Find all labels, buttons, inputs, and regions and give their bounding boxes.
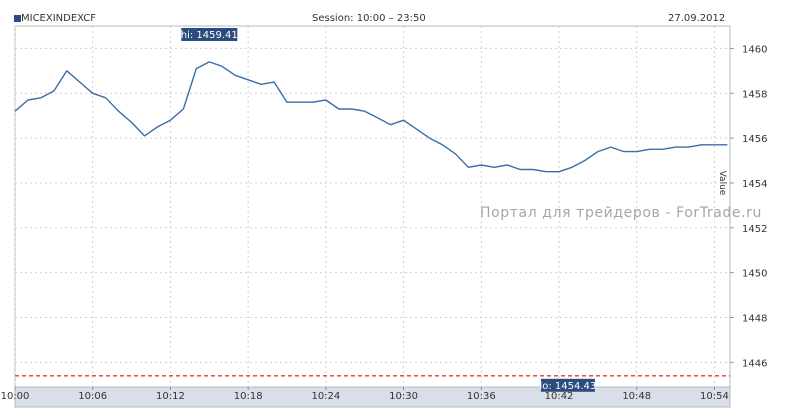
x-tick-label: 10:30: [389, 391, 418, 402]
y-tick-label: 1456: [742, 134, 767, 145]
lo-label: lo: 1454.43: [539, 381, 596, 392]
symbol-name: MICEXINDEXCF: [21, 13, 97, 24]
x-tick-label: 10:18: [234, 391, 263, 402]
x-tick-label: 10:24: [311, 391, 340, 402]
lo-label-box: [540, 378, 595, 392]
watermark: Портал для трейдеров - ForTrade.ru: [480, 205, 762, 221]
session-info: Session: 10:00 – 23:50: [312, 13, 426, 24]
x-axis-bar: [14, 386, 731, 408]
x-tick-label: 10:12: [156, 391, 185, 402]
chart-date: 27.09.2012: [668, 13, 726, 24]
y-tick-label: 1452: [742, 224, 767, 235]
y-tick-label: 1460: [742, 44, 767, 55]
x-tick-label: 10:48: [622, 391, 651, 402]
x-tick-label: 10:06: [78, 391, 107, 402]
hi-label: hi: 1459.41: [181, 30, 238, 41]
x-tick-label: 10:54: [700, 391, 729, 402]
x-tick-label: 10:42: [545, 391, 574, 402]
plot-frame: [14, 25, 731, 388]
y-tick-label: 1458: [742, 89, 767, 100]
series-color-swatch: [14, 15, 21, 22]
y-tick-label: 1448: [742, 313, 767, 324]
y-tick-label: 1450: [742, 269, 767, 280]
y-tick-label: 1446: [742, 358, 767, 369]
hi-label-box: [181, 28, 238, 41]
x-tick-label: 10:36: [467, 391, 496, 402]
y-axis-label: Value: [717, 171, 727, 196]
x-tick-label: 10:00: [1, 391, 30, 402]
y-tick-label: 1454: [742, 179, 767, 190]
price-line: [14, 61, 728, 173]
